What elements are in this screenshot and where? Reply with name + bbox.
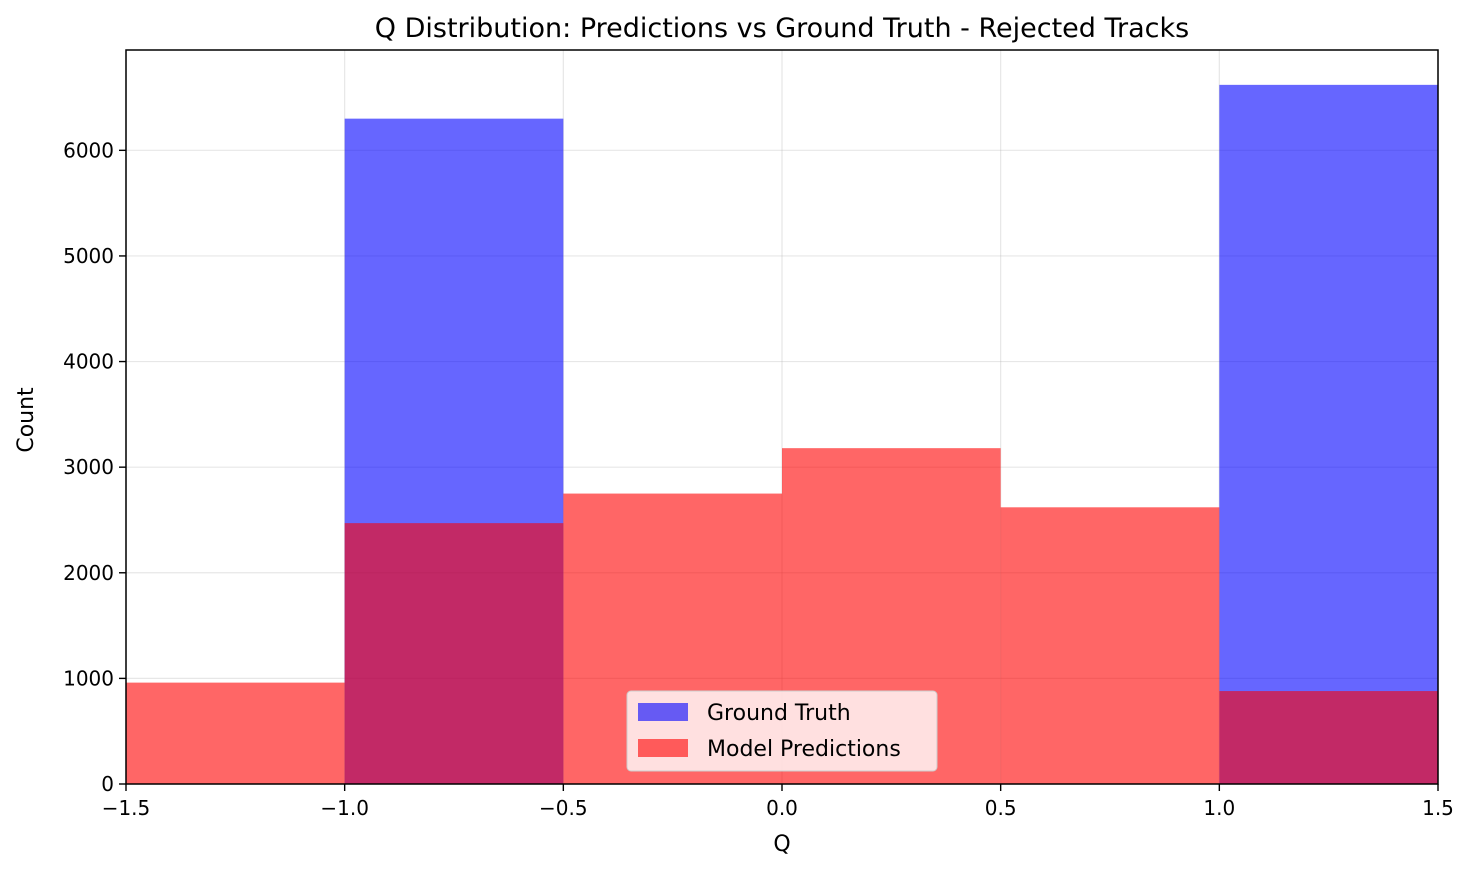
x-tick-label-2: −0.5 (539, 796, 588, 820)
bar-series-1-bin-4 (1000, 507, 1220, 784)
x-tick-label-0: −1.5 (102, 796, 151, 820)
y-tick-label-4: 4000 (63, 350, 114, 374)
bar-series-1-bin-0 (126, 682, 345, 784)
x-tick-label-3: 0.0 (766, 796, 798, 820)
x-axis-label: Q (773, 832, 790, 857)
y-tick-label-2: 2000 (63, 561, 114, 585)
bar-series-1-bin-5 (1219, 691, 1438, 784)
legend-label-ground-truth: Ground Truth (707, 701, 851, 726)
chart-title: Q Distribution: Predictions vs Ground Tr… (375, 13, 1189, 44)
y-tick-label-0: 0 (101, 772, 114, 796)
legend: Ground Truth Model Predictions (626, 690, 938, 772)
x-tick-label-4: 0.5 (985, 796, 1017, 820)
x-tick-label-1: −1.0 (320, 796, 369, 820)
legend-box (626, 690, 938, 772)
x-tick-label-6: 1.5 (1422, 796, 1454, 820)
bar-series-1-bin-1 (344, 523, 564, 784)
y-tick-label-3: 3000 (63, 455, 114, 479)
bar-series-0-bin-5 (1219, 84, 1438, 784)
legend-swatch-ground-truth (638, 703, 688, 721)
x-tick-label-5: 1.0 (1203, 796, 1235, 820)
legend-label-model-predictions: Model Predictions (707, 737, 901, 762)
y-tick-label-1: 1000 (63, 666, 114, 690)
axis-ticks: −1.5 −1.0 −0.5 0.0 0.5 1.0 1.5 0 1000 2000 3000 400… (63, 138, 1454, 820)
y-tick-label-5: 5000 (63, 244, 114, 268)
y-axis-label: Count (14, 387, 39, 453)
y-tick-label-6: 6000 (63, 138, 114, 162)
legend-swatch-model-predictions (638, 739, 688, 757)
